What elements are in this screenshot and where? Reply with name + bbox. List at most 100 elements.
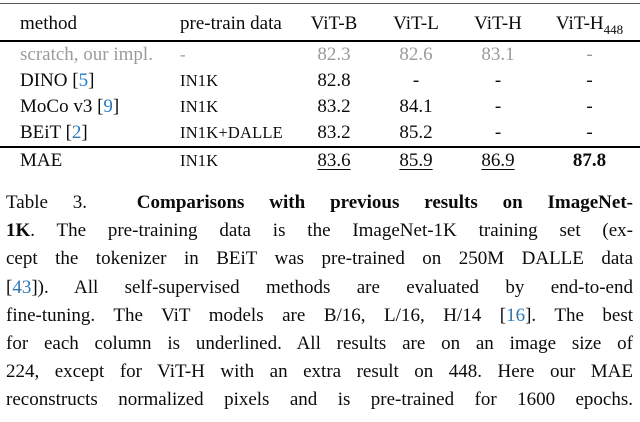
value-text: - — [586, 44, 593, 65]
cell-value: 83.6 — [293, 146, 375, 174]
text-segment: DINO [ — [20, 70, 79, 91]
cell-pretrain-data: IN1K — [168, 146, 293, 174]
table-header: method pre-train data ViT-B ViT-L ViT-H ViT-H… — [0, 3, 640, 42]
table-row: BEiT [2] IN1K+DALLE 83.2 85.2 - - — [0, 120, 640, 147]
cell-value: - — [539, 94, 640, 120]
text-segment: ] — [112, 96, 120, 117]
value-text: 83.2 — [317, 96, 351, 117]
cell-method: scratch, our impl. — [0, 41, 168, 68]
cell-value: 82.6 — [375, 41, 457, 68]
value-text: 85.9 — [399, 150, 433, 171]
col-header-vit-h: ViT-H — [457, 3, 539, 42]
value-text: 83.1 — [481, 44, 515, 65]
caption-bold-text: 1K — [6, 220, 31, 242]
column-subscript: 448 — [603, 21, 624, 37]
results-table: method pre-train data ViT-B ViT-L ViT-H ViT-H… — [0, 3, 640, 174]
table-row: DINO [5] IN1K 82.8 - - - — [0, 68, 640, 94]
cell-method: MAE — [0, 146, 168, 174]
col-header-vit-b: ViT-B — [293, 3, 375, 42]
cell-method: BEiT [2] — [0, 120, 168, 147]
citation-link[interactable]: 9 — [103, 96, 113, 117]
caption-line: Table 3. Comparisons with previous resul… — [6, 189, 633, 217]
cell-value: 84.1 — [375, 94, 457, 120]
value-text: - — [412, 70, 420, 91]
cell-value: 85.9 — [375, 146, 457, 174]
cell-pretrain-data: - — [180, 45, 186, 64]
text-segment: ] — [81, 122, 88, 143]
value-text: 82.6 — [399, 44, 433, 65]
caption-line: [43]). All self-supervised methods are e… — [6, 274, 633, 302]
caption-line: fine-tuning. The ViT models are B/16, L/… — [6, 302, 633, 330]
value-text: 83.2 — [317, 122, 351, 143]
table-row: scratch, our impl. - 82.3 82.6 83.1 - — [0, 41, 640, 68]
value-text: - — [494, 122, 502, 143]
text-segment: MoCo v3 [ — [20, 96, 104, 117]
value-text: - — [494, 96, 502, 117]
value-text: 86.9 — [481, 150, 515, 171]
cell-pretrain-data: IN1K+DALLE — [180, 123, 283, 142]
cell-value: 87.8 — [539, 146, 640, 174]
value-text: - — [586, 122, 593, 143]
text-segment: cept the tokenizer in BEiT was pre-train… — [6, 248, 633, 270]
text-segment: fine-tuning. The ViT models are B/16, L/… — [6, 304, 507, 326]
cell-value: 83.1 — [457, 41, 539, 68]
text-segment: MAE — [20, 150, 63, 171]
caption-bold-text: Comparisons with previous results on Ima… — [136, 192, 633, 213]
cell-value: - — [375, 68, 457, 94]
value-text: 82.8 — [317, 70, 351, 91]
cell-value: - — [539, 120, 640, 147]
value-text: - — [494, 70, 502, 91]
text-segment: ]). All self-supervised methods are eval… — [31, 276, 633, 298]
value-text: - — [586, 96, 593, 117]
citation-link[interactable]: 16 — [506, 304, 526, 326]
text-segment: Table 3. — [6, 192, 137, 213]
text-segment: ]. The best — [525, 304, 634, 326]
cell-value: - — [457, 68, 539, 94]
caption-line: cept the tokenizer in BEiT was pre-train… — [6, 245, 633, 273]
citation-link[interactable]: 2 — [71, 122, 82, 143]
value-text: - — [586, 70, 593, 91]
cell-pretrain-data: IN1K — [180, 97, 219, 116]
text-segment: 224, except for ViT-H with an extra resu… — [6, 361, 633, 383]
col-header-pre-train-data: pre-train data — [168, 3, 293, 42]
table-row: MoCo v3 [9] IN1K 83.2 84.1 - - — [0, 94, 640, 120]
header-row: method pre-train data ViT-B ViT-L ViT-H ViT-H… — [0, 3, 640, 42]
col-header-vit-l: ViT-L — [375, 3, 457, 42]
col-header-method: method — [0, 3, 168, 42]
cell-pretrain-data: IN1K — [180, 71, 219, 90]
value-text: 84.1 — [399, 96, 433, 117]
text-segment: [ — [6, 276, 13, 298]
cell-value: 82.8 — [293, 68, 375, 94]
text-segment: . The pre-training data is the ImageNet-… — [30, 220, 633, 242]
cell-method: MoCo v3 [9] — [0, 94, 168, 120]
cell-value: - — [457, 120, 539, 147]
cell-value: 83.2 — [293, 94, 375, 120]
caption-line: 224, except for ViT-H with an extra resu… — [6, 358, 633, 386]
value-text: 87.8 — [572, 150, 607, 171]
text-segment: scratch, our impl. — [20, 44, 153, 65]
cell-value: 83.2 — [293, 120, 375, 147]
text-segment: ] — [88, 70, 95, 91]
cell-method: DINO [5] — [0, 68, 168, 94]
cell-value: - — [457, 94, 539, 120]
cell-value: - — [539, 68, 640, 94]
value-text: 83.6 — [317, 150, 351, 171]
citation-link[interactable]: 43 — [12, 276, 32, 298]
text-segment: BEiT [ — [20, 122, 72, 143]
caption-line: reconstructs normalized pixels and is pr… — [6, 386, 633, 414]
text-segment: for each column is underlined. All resul… — [6, 333, 633, 355]
caption-line: 1K. The pre-training data is the ImageNe… — [6, 217, 633, 245]
col-header-vit-h448: ViT-H448 — [539, 3, 640, 42]
cell-value: 85.2 — [375, 120, 457, 147]
citation-link[interactable]: 5 — [78, 70, 89, 91]
value-text: 85.2 — [399, 122, 433, 143]
cell-value: - — [539, 41, 640, 68]
table-row: MAE IN1K 83.6 85.9 86.9 87.8 — [0, 146, 640, 174]
cell-value: 82.3 — [293, 41, 375, 68]
table-caption: Table 3. Comparisons with previous resul… — [0, 189, 640, 415]
table-body: scratch, our impl. -82.3 82.6 83.1- DINO [5]… — [0, 41, 640, 174]
value-text: 82.3 — [317, 44, 351, 65]
caption-line: for each column is underlined. All resul… — [6, 330, 633, 358]
text-segment: reconstructs normalized pixels and is pr… — [6, 389, 633, 411]
